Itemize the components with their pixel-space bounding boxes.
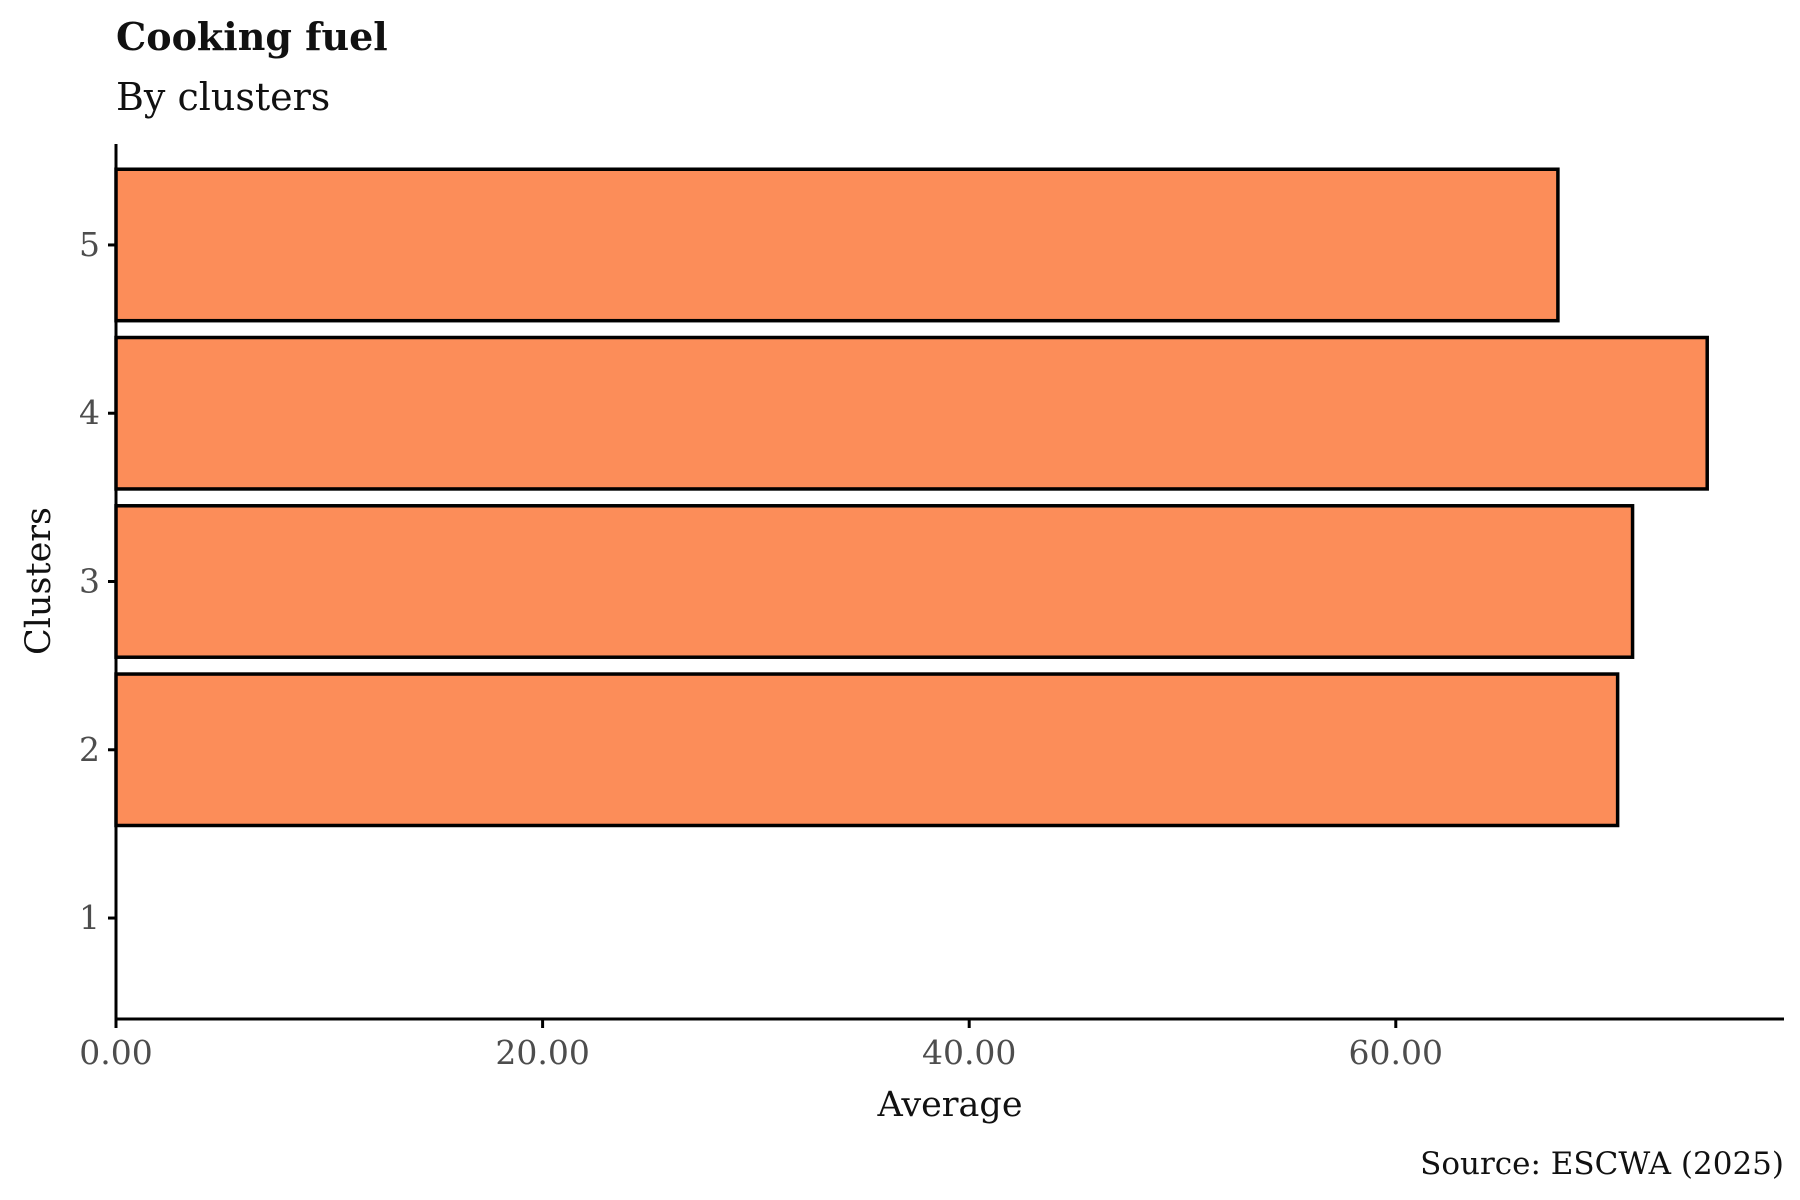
y-axis-title: Clusters [19,507,59,655]
y-tick-label: 1 [79,898,100,937]
bars-group [114,167,1709,828]
x-tick-label: 0.00 [79,1033,152,1072]
y-tick-label: 5 [79,225,100,264]
bar-cluster-3 [114,504,1635,659]
y-tick-label: 3 [79,562,100,601]
y-tick-label: 4 [79,393,100,432]
source-caption: Source: ESCWA (2025) [1420,1146,1784,1182]
x-tick-label: 60.00 [1349,1033,1443,1072]
bar-cluster-4 [114,335,1709,491]
y-tick-label: 2 [79,730,100,769]
x-tick-label: 40.00 [922,1033,1016,1072]
x-tick-label: 20.00 [495,1033,589,1072]
ticks-group: 1 2 3 4 5 0.00 20.00 40.00 60.00 [79,225,1443,1072]
x-axis-title: Average [876,1085,1022,1125]
chart-title: Cooking fuel [116,14,388,59]
bar-cluster-5 [114,167,1560,323]
chart-subtitle: By clusters [116,75,330,119]
bar-cluster-2 [114,672,1620,828]
